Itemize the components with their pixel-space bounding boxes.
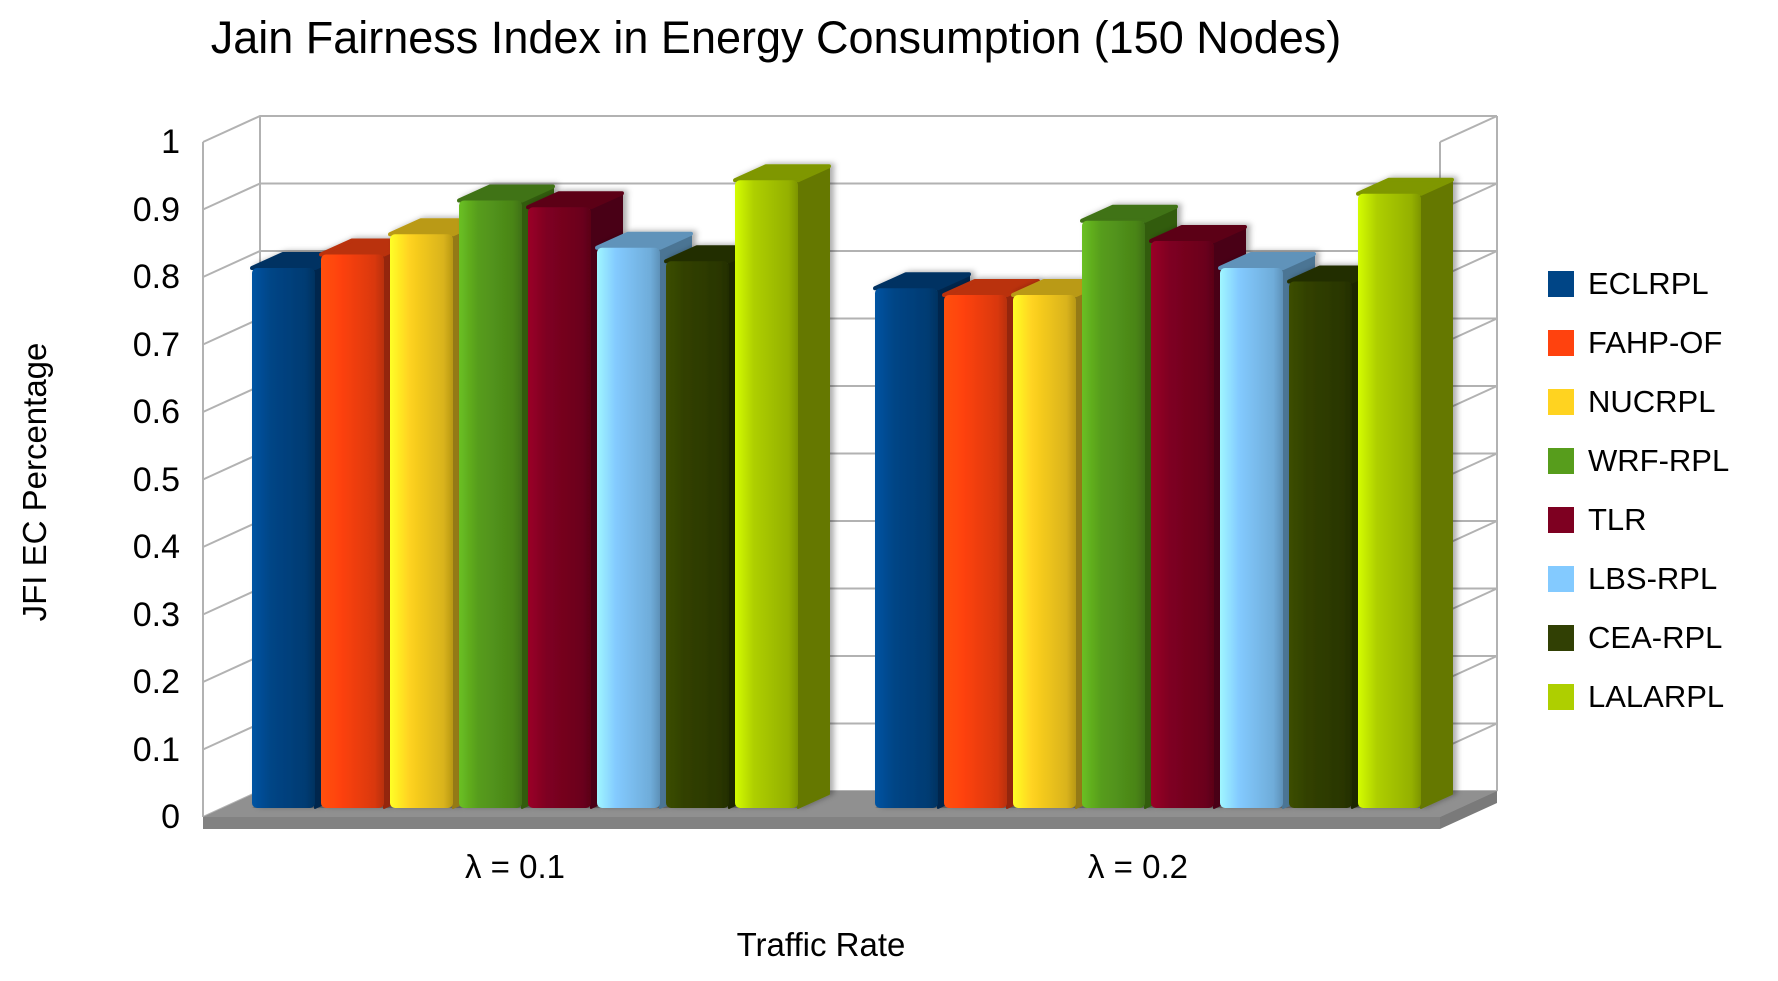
legend-item-LALARPL: LALARPL	[1548, 679, 1725, 714]
legend-item-TLR: TLR	[1548, 502, 1647, 537]
y-tick-label: 0.3	[132, 595, 180, 634]
legend-item-ECLRPL: ECLRPL	[1548, 266, 1709, 301]
legend-label: NUCRPL	[1588, 384, 1716, 419]
chart-title: Jain Fairness Index in Energy Consumptio…	[210, 12, 1342, 63]
legend-swatch-icon	[1548, 389, 1574, 415]
y-tick-label: 0.8	[132, 258, 180, 296]
legend-label: WRF-RPL	[1588, 443, 1730, 478]
y-tick-label: 0.6	[132, 393, 180, 431]
y-tick-label: 0.4	[132, 528, 180, 566]
y-tick-label: 1	[161, 123, 180, 161]
gridline	[202, 182, 1497, 211]
legend-swatch-icon	[1548, 271, 1574, 297]
legend-label: ECLRPL	[1588, 266, 1709, 301]
legend-label: CEA-RPL	[1588, 620, 1723, 655]
legend-item-FAHP-OF: FAHP-OF	[1548, 325, 1723, 360]
legend-swatch-icon	[1548, 507, 1574, 533]
category-label: λ = 0.1	[465, 848, 565, 885]
legend-swatch-icon	[1548, 684, 1574, 710]
bar-LALARPL-1	[733, 164, 831, 809]
bar-LALARPL-2	[1356, 177, 1454, 809]
legend-item-CEA-RPL: CEA-RPL	[1548, 620, 1723, 655]
y-tick-label: 0.7	[132, 325, 180, 364]
legend-swatch-icon	[1548, 625, 1574, 651]
y-tick-label: 0.5	[132, 460, 180, 499]
y-tick-label: 0.9	[132, 190, 180, 229]
legend-item-LBS-RPL: LBS-RPL	[1548, 561, 1718, 596]
legend-swatch-icon	[1548, 448, 1574, 474]
gridline	[202, 115, 1497, 143]
legend-label: TLR	[1588, 502, 1647, 537]
legend-label: LBS-RPL	[1588, 561, 1718, 596]
legend-item-NUCRPL: NUCRPL	[1548, 384, 1716, 419]
legend-swatch-icon	[1548, 566, 1574, 592]
category-label: λ = 0.2	[1088, 848, 1188, 885]
y-tick-label: 0.2	[132, 663, 180, 701]
y-tick-label: 0.1	[132, 730, 180, 769]
x-axis-title: Traffic Rate	[736, 926, 906, 963]
legend-label: FAHP-OF	[1588, 325, 1723, 360]
gridline-right-wall	[1439, 115, 1498, 143]
legend-swatch-icon	[1548, 330, 1574, 356]
legend-label: LALARPL	[1588, 679, 1725, 714]
legend-item-WRF-RPL: WRF-RPL	[1548, 443, 1730, 478]
y-tick-label: 0	[161, 798, 180, 836]
